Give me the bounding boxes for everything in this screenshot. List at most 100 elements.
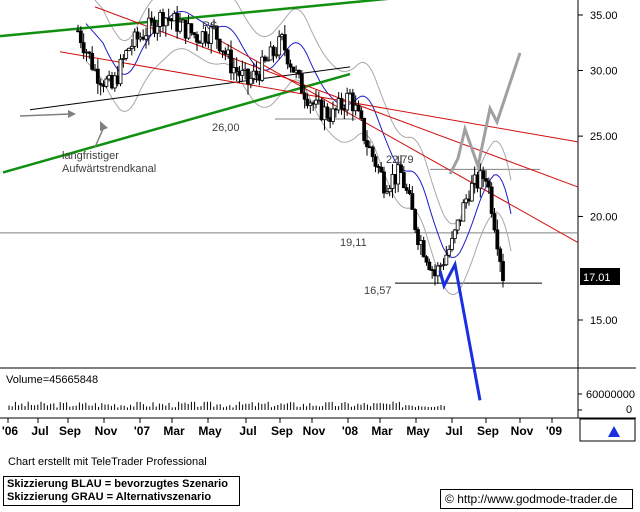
x-tick-label: May xyxy=(406,424,430,438)
candle-body xyxy=(314,99,318,105)
candle-body xyxy=(481,170,486,179)
candle-body xyxy=(450,238,454,250)
candle-body xyxy=(413,209,418,230)
candle-body xyxy=(217,38,222,52)
candle-body xyxy=(291,66,296,73)
candle-body xyxy=(288,63,293,68)
source-link[interactable]: © http://www.godmode-trader.de xyxy=(440,489,633,509)
current-price-label: 17.01 xyxy=(583,272,611,284)
price-tick-label: 25.00 xyxy=(590,131,618,143)
candle-body xyxy=(155,25,160,34)
source-url[interactable]: http://www.godmode-trader.de xyxy=(457,492,618,506)
candle-body xyxy=(387,188,392,193)
price-tick-label: 35.00 xyxy=(590,10,618,22)
candle-body xyxy=(98,82,103,86)
candle-body xyxy=(331,108,335,122)
candle-body xyxy=(492,213,497,231)
candle-body xyxy=(416,229,420,246)
level-1911-label: 19,11 xyxy=(340,237,367,249)
candle-body xyxy=(248,78,253,85)
candle-body xyxy=(424,256,429,263)
volume-tick-top: 60000000 xyxy=(586,389,635,401)
scenario-blue-path xyxy=(438,259,482,401)
rs-label: RS xyxy=(202,20,217,32)
x-tick-label: Jul xyxy=(239,424,256,438)
candle-body xyxy=(370,146,375,158)
candle-body xyxy=(384,191,389,194)
candle-body xyxy=(362,117,367,141)
candle-body xyxy=(285,49,290,65)
downtrend-line-steep xyxy=(94,6,579,188)
candle-body xyxy=(350,92,355,112)
candle-body xyxy=(263,56,267,62)
candle-body xyxy=(144,35,148,40)
candle-body xyxy=(498,248,503,262)
candle-body xyxy=(81,42,86,54)
x-tick-label: '06 xyxy=(2,424,19,438)
candle-body xyxy=(410,193,415,210)
candle-body xyxy=(359,110,364,119)
candle-body xyxy=(339,98,344,110)
candle-body xyxy=(305,98,310,107)
price-tick-label: 30.00 xyxy=(590,65,618,77)
candle-body xyxy=(484,178,488,182)
candle-body xyxy=(135,31,140,40)
volume-tick-zero: 0 xyxy=(626,404,632,416)
candle-body xyxy=(146,17,151,37)
trend-pointer-arrow xyxy=(94,126,105,148)
candle-body xyxy=(240,69,245,76)
candle-body xyxy=(104,78,109,87)
trend-channel-label-2: Aufwärtstrendkanal xyxy=(62,163,156,175)
scenario-legend: Skizzierung BLAU = bevorzugtes Szenario … xyxy=(3,476,240,506)
candle-body xyxy=(447,249,452,256)
candle-body xyxy=(373,156,378,167)
price-tick-label: 20.00 xyxy=(590,211,618,223)
candle-body xyxy=(435,265,440,277)
candle-body xyxy=(407,190,412,195)
candle-body xyxy=(166,17,171,20)
candle-body xyxy=(452,229,457,239)
scenario-gray-path xyxy=(448,52,522,175)
upper-band xyxy=(94,0,512,225)
level-2279-label: 22,79 xyxy=(386,154,414,166)
candle-body xyxy=(260,56,265,81)
downtrend-line-lower xyxy=(219,40,579,244)
candle-body xyxy=(486,180,491,188)
candle-body xyxy=(124,50,129,59)
chart-credit: Chart erstellt mit TeleTrader Profession… xyxy=(8,456,207,468)
candle-body xyxy=(396,164,401,185)
candle-body xyxy=(455,219,460,231)
support-pointer-arrow-head xyxy=(68,110,76,118)
candle-body xyxy=(302,92,307,100)
trend-channel-label-1: langfristiger xyxy=(62,150,119,162)
x-tick-label: Jul xyxy=(445,424,462,438)
candle-body xyxy=(274,54,279,57)
candle-body xyxy=(149,17,154,21)
candle-body xyxy=(365,140,369,148)
candle-body xyxy=(129,45,134,49)
candle-body xyxy=(78,30,83,44)
candle-body xyxy=(356,104,361,112)
candle-body xyxy=(234,67,239,72)
support-pointer-arrow xyxy=(19,113,71,117)
candle-body xyxy=(282,34,287,51)
candle-body xyxy=(90,52,95,70)
candle-body xyxy=(178,21,182,32)
legend-gray: Skizzierung GRAU = Alternativszenario xyxy=(7,491,212,503)
x-tick-label: Nov xyxy=(511,424,534,438)
x-tick-label: Nov xyxy=(95,424,118,438)
scroll-arrow-icon[interactable] xyxy=(608,426,620,437)
candle-body xyxy=(489,186,494,214)
x-tick-label: May xyxy=(198,424,222,438)
chart-scroll-box[interactable] xyxy=(579,418,636,442)
candle-body xyxy=(478,170,483,189)
candle-body xyxy=(254,70,259,76)
candle-body xyxy=(382,171,386,194)
x-tick-label: '08 xyxy=(342,424,359,438)
candle-body xyxy=(325,106,330,119)
candle-body xyxy=(229,49,233,74)
candle-body xyxy=(189,23,194,34)
candle-body xyxy=(118,58,123,85)
candle-body xyxy=(192,32,197,36)
